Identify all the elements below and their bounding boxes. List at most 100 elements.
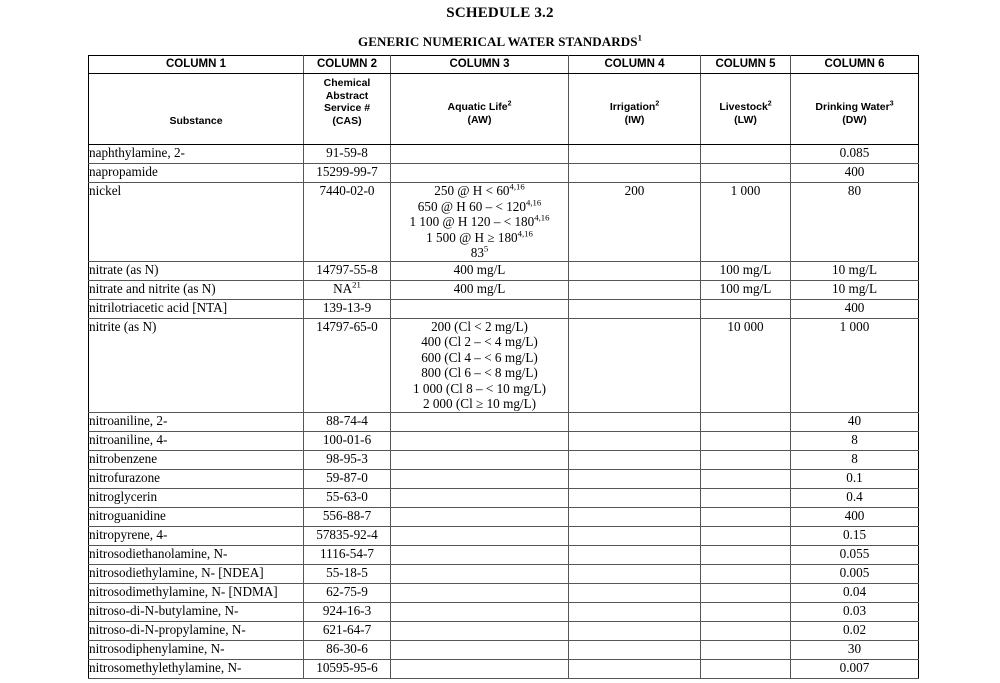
header-line: Irrigation2 (609, 100, 660, 113)
aquatic-life-value-line: 650 @ H 60 – < 1204,16 (417, 197, 542, 214)
table-row: napropamide 15299-99-7 400 (88, 163, 919, 183)
table-body: naphthylamine, 2- 91-59-8 0.085 napropamide… (88, 144, 919, 679)
cell-livestock (700, 144, 791, 164)
column-header-label: Chemical Abstract Service # (CAS) (304, 77, 390, 127)
cell-cas-number: 621-64-7 (303, 620, 391, 641)
cell-livestock (700, 506, 791, 527)
cell-cas-number: 10595-95-6 (303, 658, 391, 679)
cell-cas-number: 55-63-0 (303, 487, 391, 508)
cell-drinking-water: 400 (790, 506, 919, 527)
cell-drinking-water: 0.007 (790, 658, 919, 679)
cell-livestock (700, 620, 791, 641)
cell-drinking-water: 0.055 (790, 544, 919, 565)
cell-aquatic-life: 200 (Cl < 2 mg/L) 400 (Cl 2 – < 4 mg/L) 60… (390, 317, 569, 413)
header-line: Abstract (325, 89, 369, 102)
cell-aquatic-life: 400 mg/L (390, 279, 569, 300)
cell-irrigation (568, 487, 701, 508)
aquatic-life-value-line: 2 000 (Cl ≥ 10 mg/L) (422, 396, 537, 411)
column-number-6: COLUMN 6 (790, 55, 919, 74)
cell-livestock (700, 411, 791, 432)
header-line: Chemical (323, 77, 371, 89)
cell-drinking-water: 8 (790, 430, 919, 451)
cell-aquatic-life (390, 620, 569, 641)
column-header-label: Aquatic Life2 (AW) (391, 101, 568, 127)
cell-livestock (700, 163, 791, 183)
aquatic-life-value-line: 800 (Cl 6 – < 8 mg/L) (421, 365, 538, 380)
cell-aquatic-life (390, 544, 569, 565)
cell-irrigation (568, 449, 701, 470)
cell-aquatic-life: 400 mg/L (390, 260, 569, 281)
header-footnote-marker: 2 (507, 100, 512, 108)
cell-substance: nitrofurazone (88, 468, 304, 489)
page-title: SCHEDULE 3.2 (0, 5, 1000, 21)
aquatic-life-value-line: 400 (Cl 2 – < 4 mg/L) (421, 334, 538, 349)
cell-irrigation (568, 544, 701, 565)
document-page: SCHEDULE 3.2 GENERIC NUMERICAL WATER STA… (0, 5, 1000, 683)
table-row: nitrate and nitrite (as N) NA21 400 mg/L 10… (88, 279, 919, 300)
cell-substance: naphthylamine, 2- (88, 144, 304, 164)
cell-livestock (700, 544, 791, 565)
cell-cas-number: 91-59-8 (303, 144, 391, 164)
column-header-label: Substance (89, 115, 303, 128)
cell-aquatic-life (390, 298, 569, 319)
table-row: nitroso-di-N-propylamine, N- 621-64-7 0.02 (88, 620, 919, 641)
aquatic-life-value-line: 835 (470, 243, 489, 260)
cell-irrigation (568, 620, 701, 641)
header-line: Livestock2 (719, 100, 772, 113)
cell-livestock: 100 mg/L (700, 279, 791, 300)
aquatic-life-value-line: 1 500 @ H ≥ 1804,16 (426, 228, 533, 245)
cell-substance: nitrate (as N) (88, 260, 304, 281)
column-header-row: Substance Chemical Abstract Service # (CAS) A… (88, 73, 919, 145)
page-subtitle-text: GENERIC NUMERICAL WATER STANDARDS (358, 34, 638, 49)
column-header-label: Irrigation2 (IW) (569, 101, 700, 127)
aquatic-life-value-line: 600 (Cl 4 – < 6 mg/L) (421, 349, 538, 365)
cell-drinking-water: 10 mg/L (790, 279, 919, 300)
cell-irrigation (568, 260, 701, 281)
cell-substance: nitroso-di-N-butylamine, N- (88, 601, 304, 622)
cell-cas-number: 14797-65-0 (303, 317, 391, 413)
cell-cas-number: 98-95-3 (303, 449, 391, 470)
cell-livestock (700, 563, 791, 584)
cell-aquatic-life (390, 430, 569, 451)
cell-substance: nitrite (as N) (88, 317, 304, 413)
cell-aquatic-life (390, 411, 569, 432)
value-footnote-marker: 4,16 (509, 181, 525, 192)
header-line: (DW) (842, 114, 867, 126)
cell-irrigation (568, 411, 701, 432)
cell-cas-number: 1116-54-7 (303, 544, 391, 565)
cell-substance: nickel (88, 182, 304, 262)
cell-aquatic-life (390, 487, 569, 508)
header-line: Aquatic Life2 (447, 100, 512, 113)
column-number-1: COLUMN 1 (88, 55, 304, 74)
column-number-2: COLUMN 2 (303, 55, 391, 74)
column-header-2: Chemical Abstract Service # (CAS) (303, 73, 391, 145)
header-line: (LW) (734, 114, 757, 126)
cell-livestock: 100 mg/L (700, 260, 791, 281)
cell-drinking-water: 0.085 (790, 144, 919, 164)
cell-substance: nitroaniline, 4- (88, 430, 304, 451)
cell-substance: nitrobenzene (88, 449, 304, 470)
cell-irrigation (568, 468, 701, 489)
value-footnote-marker: 4,16 (534, 212, 550, 223)
cell-aquatic-life (390, 601, 569, 622)
cell-drinking-water: 0.005 (790, 563, 919, 584)
cell-irrigation (568, 298, 701, 319)
cell-cas-number: 59-87-0 (303, 468, 391, 489)
table-row: nitrate (as N) 14797-55-8 400 mg/L 100 mg/L… (88, 260, 919, 281)
column-number-4: COLUMN 4 (568, 55, 701, 74)
cell-livestock (700, 639, 791, 660)
cell-cas-number: 55-18-5 (303, 563, 391, 584)
cell-irrigation (568, 658, 701, 679)
table-row: nitropyrene, 4- 57835-92-4 0.15 (88, 525, 919, 546)
value-footnote-marker: 4,16 (517, 228, 533, 239)
table-row: naphthylamine, 2- 91-59-8 0.085 (88, 144, 919, 164)
column-header-1: Substance (88, 73, 304, 145)
cell-cas-number: 86-30-6 (303, 639, 391, 660)
cell-livestock: 1 000 (700, 182, 791, 262)
header-line: Service # (323, 102, 371, 114)
cell-cas-number: NA21 (303, 279, 391, 300)
cell-substance: nitrosodiethanolamine, N- (88, 544, 304, 565)
table-row: nitroguanidine 556-88-7 400 (88, 506, 919, 527)
cell-irrigation: 200 (568, 182, 701, 262)
cell-livestock (700, 430, 791, 451)
